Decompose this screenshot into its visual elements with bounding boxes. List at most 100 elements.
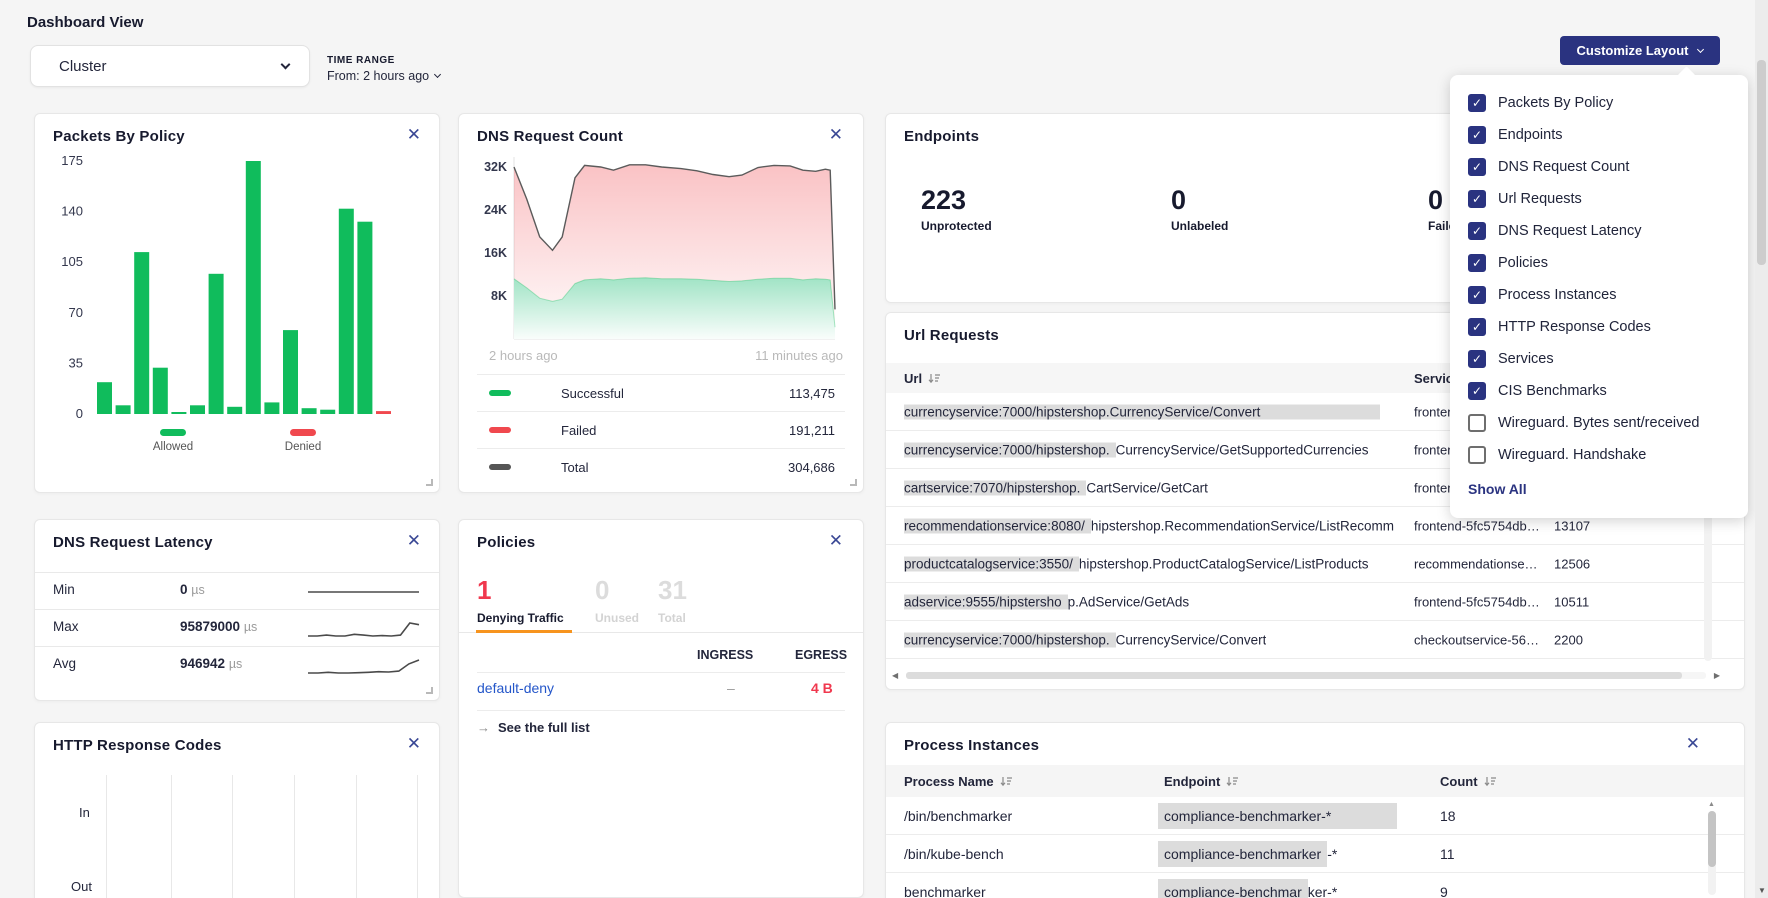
checkbox-icon[interactable]: ✓ — [1468, 382, 1486, 400]
menu-item-url-requests[interactable]: ✓Url Requests — [1450, 183, 1748, 215]
page-scrollbar[interactable]: ▼ — [1755, 0, 1768, 898]
close-icon[interactable]: ✕ — [1686, 735, 1700, 752]
column-header-endpoint[interactable]: Endpoint — [1164, 774, 1238, 789]
dashboard-page: Dashboard View Cluster TIME RANGE From: … — [0, 0, 1768, 898]
scroll-down-icon[interactable]: ▼ — [1758, 886, 1766, 895]
table-vertical-scrollbar[interactable] — [1708, 811, 1716, 895]
svg-text:105: 105 — [61, 254, 83, 269]
checkbox-icon[interactable]: ✓ — [1468, 318, 1486, 336]
menu-caret — [1677, 66, 1695, 84]
menu-item-policies[interactable]: ✓ Policies — [1450, 247, 1748, 279]
column-label: Url — [904, 371, 922, 386]
resize-handle[interactable] — [426, 479, 433, 486]
process-table-row[interactable]: benchmarkercompliance-benchmarker-*9 — [886, 873, 1744, 898]
checkbox-icon[interactable]: ✓ — [1468, 350, 1486, 368]
close-icon[interactable]: ✕ — [407, 532, 421, 549]
close-icon[interactable]: ✕ — [829, 532, 843, 549]
checkbox-icon[interactable]: ✓ — [1468, 126, 1486, 144]
url-rest: CurrencyService/GetSupportedCurrencies — [1116, 442, 1369, 457]
menu-item-cis-benchmarks[interactable]: ✓CIS Benchmarks — [1450, 375, 1748, 407]
close-icon[interactable]: ✕ — [829, 126, 843, 143]
column-label: Process Name — [904, 774, 994, 789]
menu-item-endpoints[interactable]: ✓Endpoints — [1450, 119, 1748, 151]
menu-item-process-instances[interactable]: ✓Process Instances — [1450, 279, 1748, 311]
url-highlight: currencyservice:7000/hipstershop. — [904, 442, 1116, 457]
svg-text:16K: 16K — [484, 246, 507, 260]
close-icon[interactable]: ✕ — [407, 126, 421, 143]
customize-layout-menu: ✓Packets By Policy✓Endpoints✓DNS Request… — [1450, 75, 1748, 518]
menu-item-wireguard-bytes-sent-received[interactable]: Wireguard. Bytes sent/received — [1450, 407, 1748, 439]
see-full-list-link[interactable]: →See the full list — [477, 720, 590, 735]
customize-layout-button[interactable]: Customize Layout — [1560, 36, 1720, 65]
process-table-row[interactable]: /bin/benchmarker compliance-benchmarker-*… — [886, 797, 1744, 835]
gridline — [232, 775, 233, 898]
menu-item-dns-request-latency[interactable]: ✓DNS Request Latency — [1450, 215, 1748, 247]
time-range-label: TIME RANGE — [327, 55, 395, 66]
service-cell: recommendationse… — [1414, 556, 1538, 571]
menu-item-http-response-codes[interactable]: ✓HTTP Response Codes — [1450, 311, 1748, 343]
scrollbar-track[interactable] — [906, 672, 1706, 679]
url-table-row[interactable]: currencyservice:7000/hipstershop.Currenc… — [886, 621, 1744, 659]
close-icon[interactable]: ✕ — [407, 735, 421, 752]
resize-handle[interactable] — [850, 479, 857, 486]
process-table-row[interactable]: /bin/kube-benchcompliance-benchmarker-*1… — [886, 835, 1744, 873]
latency-row-max: Max 95879000 µs — [35, 609, 439, 646]
column-header-url[interactable]: Url — [904, 371, 940, 386]
show-all-link[interactable]: Show All — [1468, 481, 1527, 497]
service-cell: checkoutservice-56… — [1414, 632, 1539, 647]
checkbox-icon[interactable] — [1468, 414, 1486, 432]
svg-text:70: 70 — [69, 305, 83, 320]
latency-label: Max — [53, 619, 79, 634]
checkbox-icon[interactable]: ✓ — [1468, 222, 1486, 240]
process-name-cell: benchmarker — [904, 884, 986, 898]
menu-item-label: Packets By Policy — [1498, 95, 1613, 111]
scroll-left-icon[interactable]: ◀ — [892, 671, 898, 680]
legend-label: Allowed — [147, 441, 199, 453]
scroll-up-icon[interactable]: ▲ — [1708, 801, 1715, 808]
view-selector[interactable]: Cluster — [30, 45, 310, 87]
y-label-out: Out — [71, 879, 92, 894]
column-header-process-name[interactable]: Process Name — [904, 774, 1012, 789]
url-highlight: adservice:9555/hipstersho — [904, 594, 1068, 609]
checkbox-icon[interactable]: ✓ — [1468, 286, 1486, 304]
checkbox-icon[interactable] — [1468, 446, 1486, 464]
tab-denying-traffic[interactable]: 1 Denying Traffic — [477, 576, 564, 625]
tab-total[interactable]: 31 Total — [658, 576, 687, 625]
endpoint-cell: compliance-benchmarker-* — [1164, 808, 1397, 824]
menu-item-label: Policies — [1498, 255, 1548, 271]
x-axis-left-label: 2 hours ago — [489, 348, 558, 363]
endpoint-highlight: compliance-benchmar — [1158, 879, 1308, 898]
process-name-cell: /bin/benchmarker — [904, 808, 1012, 824]
table-horizontal-scrollbar[interactable]: ◀ ▶ — [892, 669, 1720, 682]
process-instances-card: Process Instances ✕ Process Name Endpoin… — [885, 722, 1745, 898]
checkbox-icon[interactable]: ✓ — [1468, 94, 1486, 112]
column-label: Count — [1440, 774, 1478, 789]
resize-handle[interactable] — [426, 687, 433, 694]
count-cell: 2200 — [1554, 632, 1583, 647]
column-header-count[interactable]: Count — [1440, 774, 1496, 789]
successful-swatch — [489, 390, 511, 396]
latency-label: Avg — [53, 656, 76, 671]
url-table-row[interactable]: productcatalogservice:3550/hipstershop.P… — [886, 545, 1744, 583]
checkbox-icon[interactable]: ✓ — [1468, 190, 1486, 208]
min-sparkline — [306, 580, 421, 604]
scrollbar-thumb[interactable] — [906, 672, 1682, 679]
stat-value: 31 — [658, 576, 687, 605]
scrollbar-thumb[interactable] — [1757, 60, 1766, 265]
menu-item-services[interactable]: ✓Services — [1450, 343, 1748, 375]
policy-link-default-deny[interactable]: default-deny — [477, 680, 554, 696]
process-name-cell: /bin/kube-bench — [904, 846, 1004, 862]
menu-item-packets-by-policy[interactable]: ✓ Packets By Policy — [1450, 87, 1748, 119]
checkbox-icon[interactable]: ✓ — [1468, 158, 1486, 176]
menu-item-wireguard-handshake[interactable]: Wireguard. Handshake — [1450, 439, 1748, 471]
scrollbar-thumb[interactable] — [1708, 811, 1716, 867]
menu-item-dns-request-count[interactable]: ✓DNS Request Count — [1450, 151, 1748, 183]
checkbox-icon[interactable]: ✓ — [1468, 254, 1486, 272]
url-table-row[interactable]: adservice:9555/hipstershop.AdService/Get… — [886, 583, 1744, 621]
tab-unused[interactable]: 0 Unused — [595, 576, 639, 625]
time-range-selector[interactable]: From: 2 hours ago — [327, 69, 440, 83]
scroll-right-icon[interactable]: ▶ — [1714, 671, 1720, 680]
stat-label: Total — [658, 611, 687, 625]
chevron-down-icon — [1697, 45, 1704, 52]
legend-row-successful: Successful 113,475 — [477, 374, 845, 411]
